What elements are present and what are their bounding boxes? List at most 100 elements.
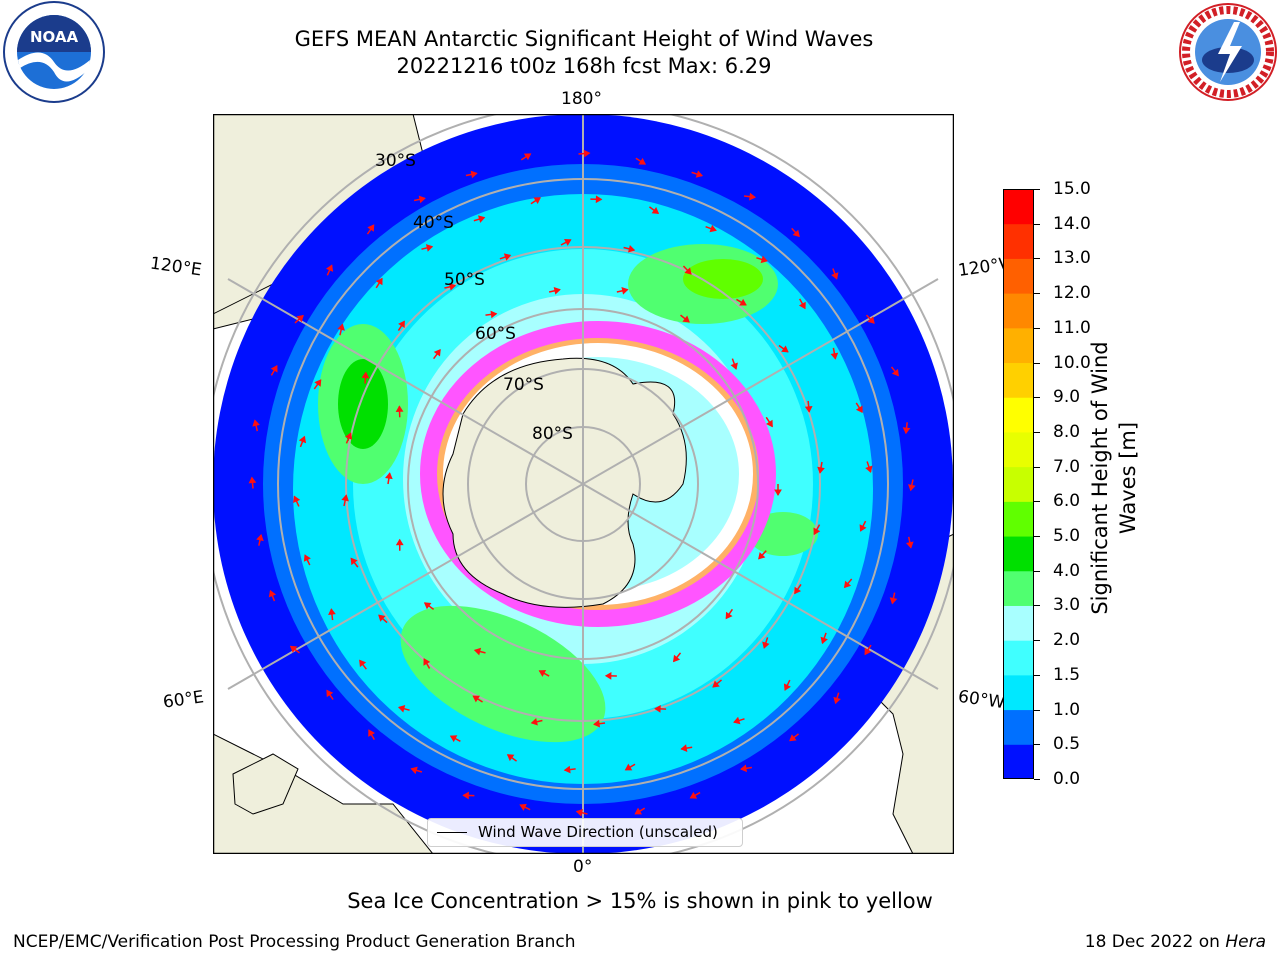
colorbar-segment [1003,744,1034,779]
wave-direction-arrowhead [709,224,717,233]
wave-direction-arrowhead [378,614,386,622]
wave-direction-arrowhead [337,323,345,331]
wave-direction-arrowhead [361,371,370,379]
wave-direction-arrowhead [634,807,642,815]
wave-direction-arrowhead [760,255,768,264]
colorbar-tick [1034,674,1040,676]
colorbar-tick [1034,744,1040,746]
wave-direction-arrowhead [395,405,404,412]
colorbar-segment [1003,397,1034,433]
wave-direction-arrowhead [781,345,789,353]
wave-direction-arrowhead [344,432,353,440]
colorbar-segment [1003,501,1034,537]
antarctica-land [442,357,687,608]
noaa-logo-text: NOAA [30,28,79,46]
wave-direction-arrowhead [906,541,914,549]
colorbar-tick [1034,431,1040,433]
wave-direction-arrowhead [523,153,532,161]
wave-direction-arrowhead [865,465,873,473]
lon-label-120e: 120°E [148,253,203,281]
wave-direction-arrowhead [908,484,916,492]
wave-direction-arrowhead [375,277,383,286]
wind-wave-arrows [248,149,916,817]
colorbar-tick [1034,570,1040,572]
colorbar-segment [1003,431,1034,468]
wave-direction-arrowhead [506,754,515,762]
lon-label-60e: 60°E [161,687,206,713]
wave-direction-arrowhead [423,602,432,610]
colorbar-tick [1034,397,1040,399]
wave-direction-arrowhead [519,803,527,811]
colorbar-segment [1003,466,1034,502]
wave-direction-arrowhead [712,680,720,688]
map-area [213,114,954,854]
wave-direction-arrowhead [651,206,660,214]
wave-direction-arrowhead [889,597,898,605]
colorbar-tick-label: 8.0 [1053,421,1081,442]
colorbar-tick [1034,779,1040,780]
colorbar-tick [1034,189,1040,190]
colorbar-tick [1034,501,1040,503]
wave-direction-arrowhead [248,476,257,484]
lat-label-50s: 50°S [444,270,485,290]
colorbar-tick-label: 7.0 [1053,456,1081,477]
wave-direction-arrowhead [418,195,426,204]
wave-direction-arrowhead [449,735,458,743]
colorbar-segment [1003,362,1034,398]
wave-direction-arrowhead [564,238,572,246]
wave-direction-arrowhead [792,229,800,238]
wave-direction-arrowhead [833,696,841,705]
sea-ice-note: Sea Ice Concentration > 15% is shown in … [347,889,933,913]
wave-direction-arrowhead [830,352,839,360]
colorbar-tick [1034,258,1040,260]
colorbar-tick-label: 0.5 [1053,734,1081,755]
wave-direction-arrowhead [477,215,486,223]
wave-direction-arrowhead [425,244,434,252]
colorbar-tick-label: 2.0 [1053,630,1081,651]
wave-direction-arrowhead [891,368,899,377]
colorbar-tick-label: 6.0 [1053,491,1081,512]
wave-direction-arrowhead [473,647,482,656]
wave-direction-arrowhead [314,379,322,387]
nws-logo-icon [1179,3,1277,101]
graticule [213,114,954,854]
wave-direction-arrowhead [270,364,278,373]
wave-direction-arrowhead [654,705,661,713]
colorbar-tick-label: 1.5 [1053,664,1081,685]
colorbar-tick [1034,536,1040,538]
wave-direction-arrowhead [538,670,547,677]
wave-direction-arrowhead [621,286,629,295]
footer-host: Hera [1225,932,1266,952]
colorbar-tick [1034,605,1040,607]
legend-line-icon [437,832,467,833]
colorbar-title: Significant Height of Wind Waves [m] [1086,278,1142,678]
colorbar-segment [1003,674,1034,711]
colorbar-segment [1003,223,1034,259]
wave-direction-arrowhead [798,301,806,310]
colorbar-tick [1034,640,1040,642]
lon-label-60w: 60°W [956,686,1007,714]
colorbar-tick-label: 11.0 [1053,317,1091,338]
footer-date-text: 18 Dec 2022 on [1084,932,1220,952]
colorbar-segment [1003,189,1034,225]
colorbar-segment [1003,640,1034,676]
wave-direction-arrowhead [855,405,863,414]
wave-direction-arrowhead [593,719,601,728]
colorbar-segment [1003,258,1034,294]
wave-direction-arrowhead [831,272,839,280]
lat-label-60s: 60°S [475,324,516,344]
wave-direction-arrowhead [530,717,538,726]
colorbar-tick [1034,709,1040,711]
wave-direction-arrowhead [293,495,301,504]
wave-direction-arrowhead [859,524,867,532]
map-title: GEFS MEAN Antarctic Significant Height o… [294,27,874,51]
colorbar-tick-label: 5.0 [1053,526,1081,547]
wave-direction-arrowhead [395,538,404,546]
wave-direction-arrowhead [733,716,741,725]
colorbar-tick [1034,362,1040,364]
lat-label-80s: 80°S [532,424,573,444]
wave-direction-arrowhead [298,435,307,444]
wave-direction-arrowhead [739,298,747,306]
wave-direction-arrowhead [410,766,418,775]
colorbar-segment [1003,605,1034,641]
